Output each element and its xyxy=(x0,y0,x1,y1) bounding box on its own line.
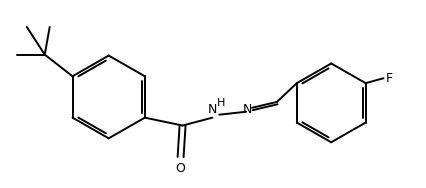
Text: F: F xyxy=(386,72,393,85)
Text: N: N xyxy=(208,103,217,116)
Text: H: H xyxy=(217,98,225,108)
Text: N: N xyxy=(242,103,252,116)
Text: O: O xyxy=(176,162,186,175)
